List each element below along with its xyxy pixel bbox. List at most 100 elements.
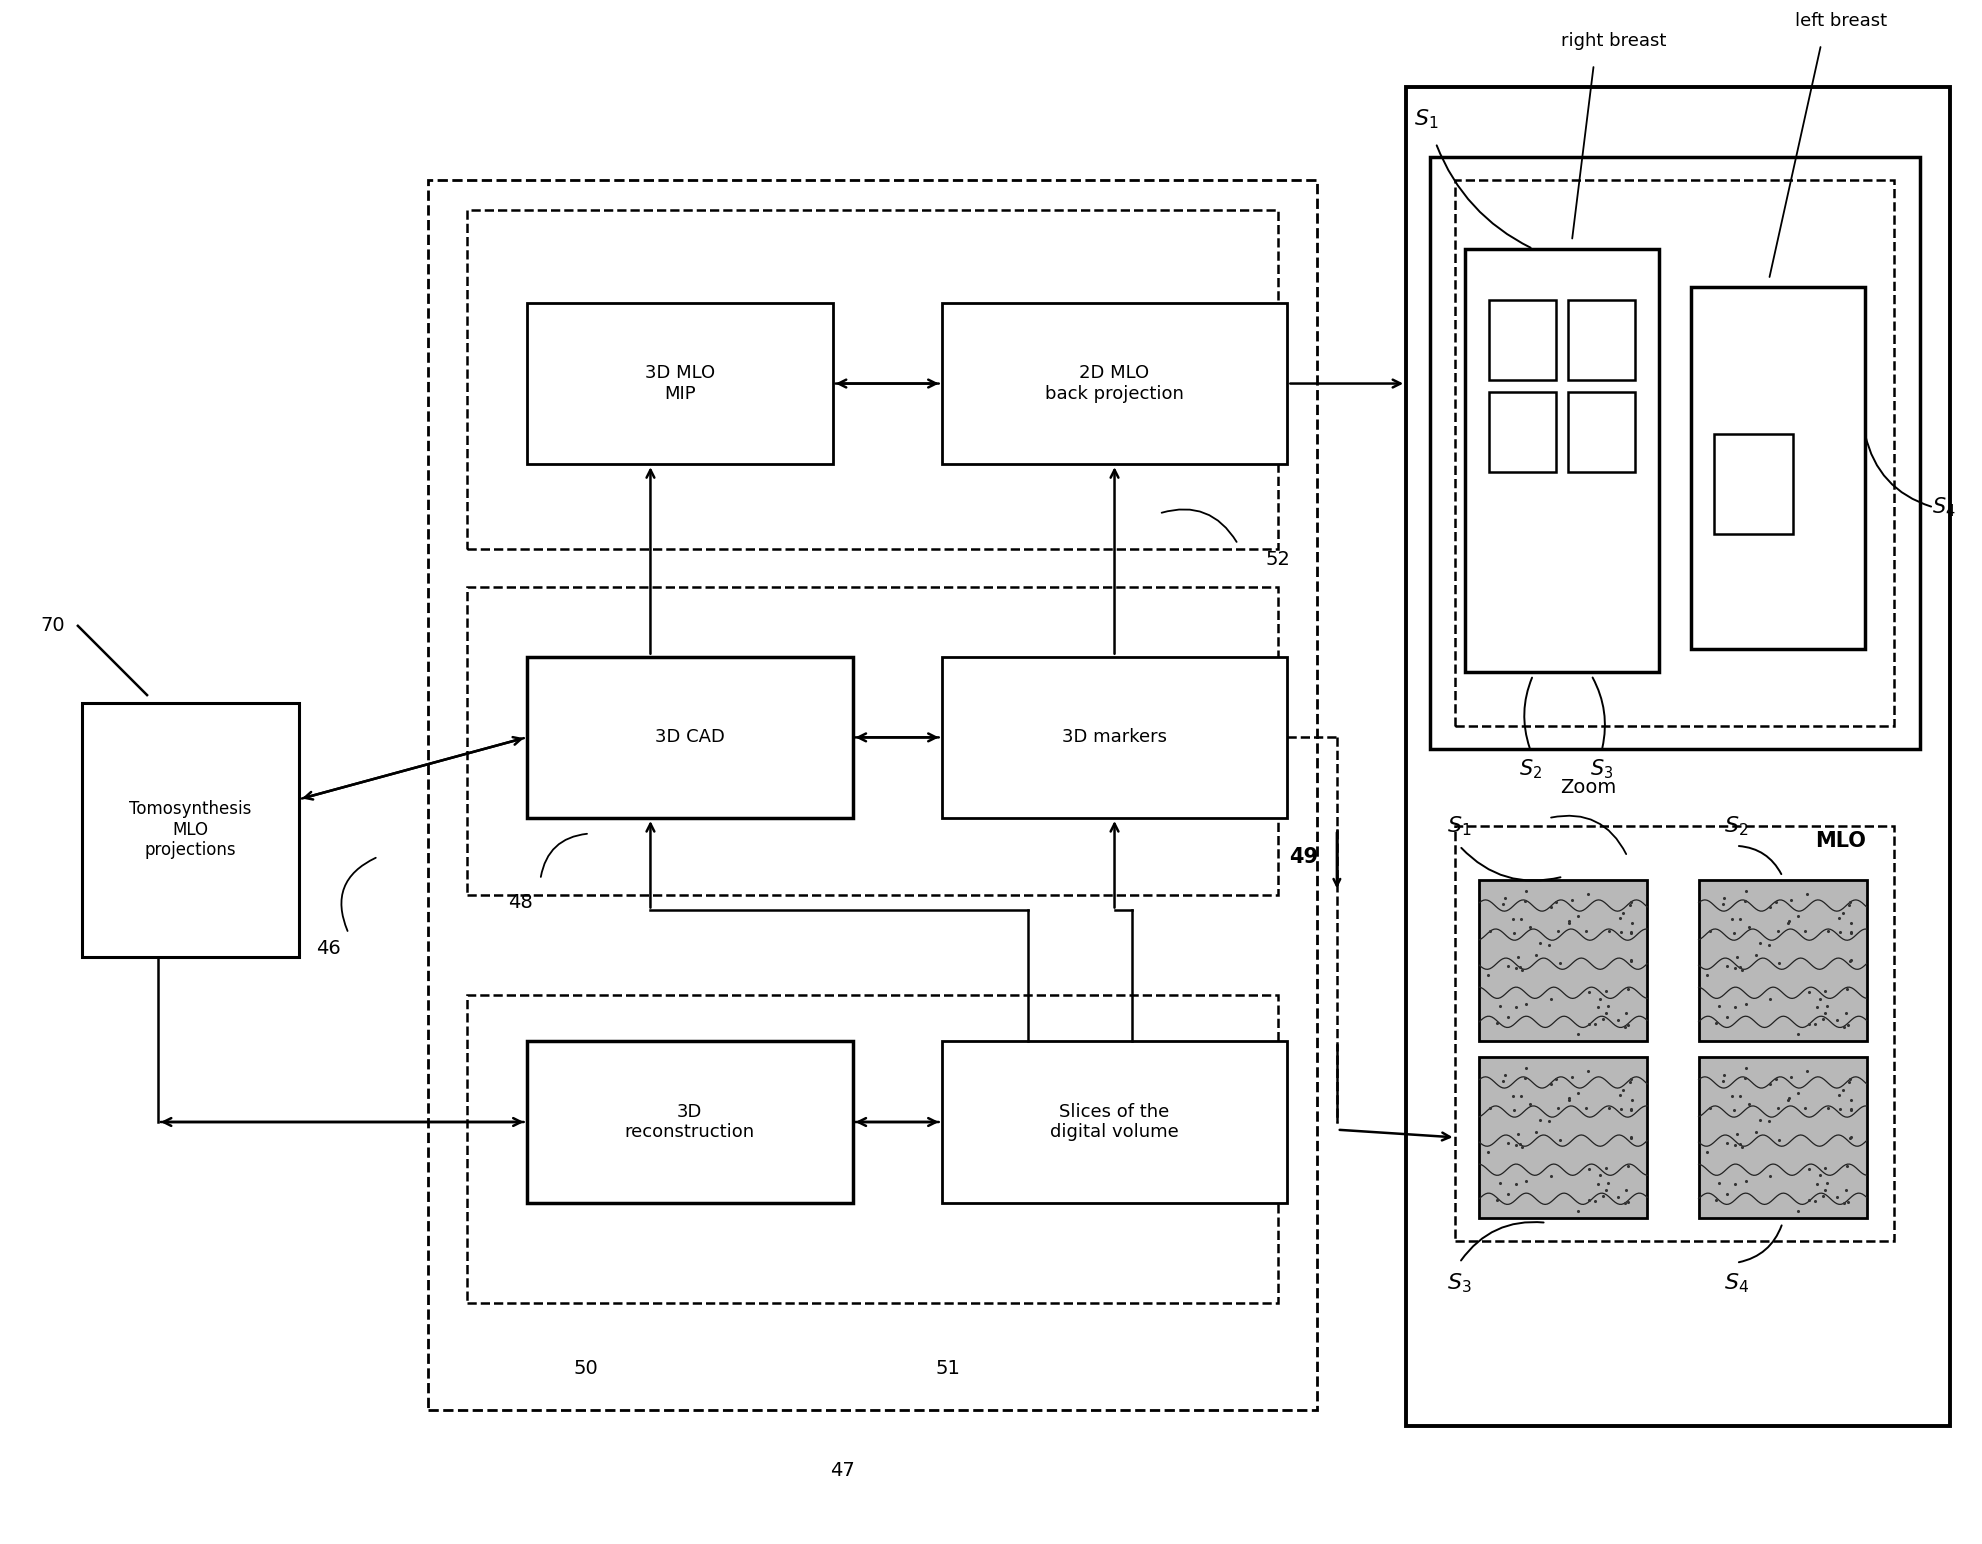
Point [1730, 1056, 1762, 1081]
Point [1615, 911, 1647, 936]
Point [1744, 1107, 1776, 1132]
Point [1691, 962, 1722, 987]
Point [1590, 1178, 1621, 1203]
Point [1473, 962, 1504, 987]
Point [1574, 979, 1605, 1004]
Point [1720, 945, 1752, 970]
Point [1707, 891, 1738, 916]
Point [1792, 1011, 1823, 1036]
Point [1554, 1085, 1586, 1110]
Point [1782, 1081, 1814, 1106]
Point [1510, 1056, 1542, 1081]
Point [1833, 892, 1865, 917]
Point [1730, 991, 1762, 1016]
Point [1782, 1198, 1814, 1223]
Point [1800, 1189, 1831, 1214]
Point [1544, 950, 1576, 974]
Point [1500, 994, 1532, 1019]
Point [1831, 976, 1863, 1001]
Point [1808, 1007, 1839, 1031]
Bar [468, 994, 1278, 1303]
Point [1792, 1059, 1823, 1084]
Point [1829, 1177, 1861, 1201]
Point [1562, 1198, 1594, 1223]
Bar [1488, 300, 1556, 380]
Bar [428, 179, 1318, 1411]
Point [1829, 1190, 1861, 1215]
Point [1554, 909, 1586, 934]
Point [1534, 987, 1566, 1011]
Point [1835, 1126, 1867, 1150]
Point [1534, 894, 1566, 919]
Point [1740, 1119, 1772, 1144]
Point [1514, 916, 1546, 940]
Text: $S_1$: $S_1$ [1447, 814, 1473, 838]
Point [1734, 1092, 1766, 1116]
Point [1605, 920, 1637, 945]
Point [1782, 1022, 1814, 1047]
Point [1835, 1098, 1867, 1122]
Point [1534, 1072, 1566, 1096]
Point [1831, 1153, 1863, 1178]
Point [1582, 994, 1613, 1019]
Bar [527, 1041, 852, 1203]
Point [1724, 954, 1756, 979]
Point [1831, 1013, 1863, 1038]
Point [1718, 1098, 1750, 1122]
Point [1823, 1082, 1855, 1107]
Point [1718, 920, 1750, 945]
Text: $S_2$: $S_2$ [1518, 757, 1542, 781]
Point [1710, 1130, 1742, 1155]
Point [1754, 987, 1786, 1011]
Point [1552, 911, 1584, 936]
Point [1827, 900, 1859, 925]
Point [1812, 994, 1843, 1019]
Point [1703, 1170, 1734, 1195]
Point [1544, 1127, 1576, 1152]
Point [1542, 919, 1574, 943]
Point [1542, 1096, 1574, 1121]
Point [1601, 1007, 1633, 1031]
Point [1570, 1096, 1601, 1121]
Point [1500, 1133, 1532, 1158]
Text: $S_4$: $S_4$ [1932, 496, 1956, 519]
Point [1498, 1098, 1530, 1122]
Point [1615, 1067, 1647, 1092]
Point [1520, 1119, 1552, 1144]
Point [1534, 1109, 1566, 1133]
Point [1605, 1096, 1637, 1121]
Point [1572, 1059, 1603, 1084]
Point [1754, 1164, 1786, 1189]
Point [1584, 987, 1615, 1011]
Point [1695, 919, 1726, 943]
Point [1611, 1177, 1643, 1201]
Point [1835, 1067, 1867, 1092]
Point [1810, 1001, 1841, 1025]
Point [1590, 1156, 1621, 1181]
Text: $S_3$: $S_3$ [1590, 757, 1613, 781]
Bar [468, 587, 1278, 896]
Point [1752, 933, 1784, 957]
Text: 48: 48 [507, 894, 533, 913]
Point [1835, 1098, 1867, 1122]
Point [1718, 994, 1750, 1019]
Point [1810, 979, 1841, 1004]
Point [1609, 1190, 1641, 1215]
Point [1475, 1096, 1506, 1121]
Point [1762, 919, 1794, 943]
Point [1792, 1187, 1823, 1212]
Point [1615, 1098, 1647, 1122]
Point [1804, 1163, 1835, 1187]
Text: $S_3$: $S_3$ [1447, 1271, 1473, 1294]
Point [1804, 987, 1835, 1011]
Point [1835, 1087, 1867, 1112]
Point [1481, 1010, 1512, 1034]
Point [1488, 891, 1520, 916]
Point [1504, 1084, 1536, 1109]
Point [1776, 888, 1808, 913]
Point [1695, 1096, 1726, 1121]
Text: $S_2$: $S_2$ [1724, 814, 1748, 838]
Point [1524, 931, 1556, 956]
Point [1720, 1133, 1752, 1158]
Point [1792, 979, 1823, 1004]
